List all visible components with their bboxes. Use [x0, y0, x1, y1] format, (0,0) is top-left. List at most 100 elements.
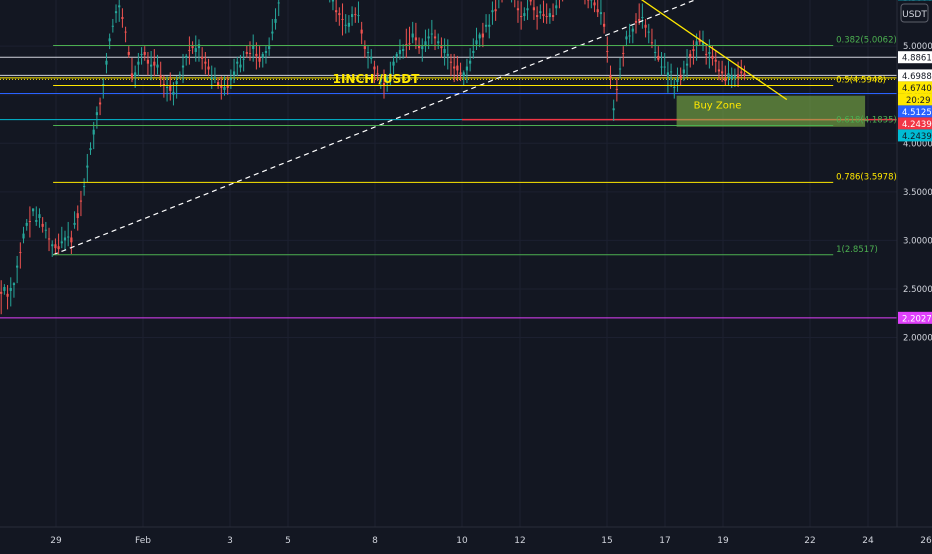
candle-body	[204, 62, 206, 64]
candle-body	[495, 9, 497, 11]
candle-body	[99, 102, 101, 104]
candle-body	[453, 67, 455, 69]
candle-body	[549, 13, 551, 17]
candle-body	[616, 89, 618, 90]
candle-body	[743, 73, 745, 75]
candle-body	[727, 73, 729, 77]
candle-body	[718, 69, 720, 71]
candle-body	[249, 53, 251, 54]
candle-body	[488, 25, 490, 27]
candle-body	[542, 14, 544, 16]
candle-body	[654, 52, 656, 53]
candle-body	[160, 75, 162, 77]
candle-body	[434, 36, 436, 38]
price-label-text: 4.6740	[902, 84, 932, 94]
time-tick-label: 15	[601, 536, 612, 546]
currency-label: USDT	[902, 10, 927, 20]
candle-body	[354, 14, 356, 15]
candle-body	[140, 54, 142, 55]
candle-body	[332, 0, 334, 1]
candle-body	[35, 220, 37, 222]
candle-body	[45, 230, 47, 231]
candle-body	[613, 108, 615, 110]
candle-body	[77, 213, 79, 218]
candle-body	[233, 71, 235, 75]
candle-body	[715, 60, 717, 62]
price-label: 4.6988	[898, 69, 932, 82]
candle-body	[597, 9, 599, 12]
candle-body	[546, 16, 548, 17]
candle-body	[144, 52, 146, 55]
time-tick-label: 17	[659, 536, 670, 546]
candle-body	[54, 244, 56, 248]
candle-body	[29, 221, 31, 222]
candle-body	[265, 51, 267, 53]
price-tick-label: 2.0000	[903, 334, 932, 344]
candle-body	[121, 17, 123, 19]
price-label: 4.2439	[898, 117, 932, 129]
price-label: 2.2027	[898, 312, 932, 325]
candle-body	[201, 57, 203, 59]
candle-body	[622, 53, 624, 54]
candle-body	[172, 92, 174, 95]
time-tick-label: 10	[456, 536, 468, 546]
candle-body	[731, 75, 733, 79]
candle-body	[150, 65, 152, 67]
candle-body	[408, 43, 410, 44]
candle-body	[447, 54, 449, 56]
time-tick-label: Feb	[135, 536, 151, 546]
price-label: 4.5125	[898, 105, 932, 118]
candle-body	[491, 10, 493, 12]
candle-body	[147, 60, 149, 64]
candle-body	[737, 74, 739, 77]
candle-body	[412, 34, 414, 38]
price-label-text: 5.5333	[902, 0, 932, 1]
candle-body	[341, 19, 343, 20]
candle-body	[609, 75, 611, 77]
candle-body	[214, 77, 216, 78]
price-label: 4.2439	[898, 129, 932, 142]
candle-body	[444, 49, 446, 53]
candle-body	[402, 49, 404, 51]
candle-body	[348, 23, 350, 27]
candle-body	[338, 13, 340, 15]
candle-body	[724, 78, 726, 81]
candle-body	[351, 14, 353, 17]
candle-body	[112, 26, 114, 27]
time-tick-label: 5	[285, 536, 291, 546]
candle-body	[163, 84, 165, 85]
candle-body	[262, 54, 264, 58]
candle-body	[93, 130, 95, 135]
candle-body	[223, 87, 225, 90]
fib-level-label: 0.618(4.1835)	[836, 115, 897, 125]
candle-body	[48, 238, 50, 239]
candle-body	[676, 79, 678, 82]
candle-body	[683, 69, 685, 73]
candle-body	[191, 46, 193, 48]
candle-body	[536, 15, 538, 17]
currency-button[interactable]: USDT	[901, 4, 928, 22]
candle-body	[587, 0, 589, 1]
candle-body	[73, 223, 75, 225]
price-label: 5.5333	[898, 0, 932, 1]
candle-body	[437, 41, 439, 43]
candle-body	[89, 148, 91, 150]
candle-body	[396, 54, 398, 57]
candle-body	[3, 287, 5, 291]
candle-body	[125, 32, 127, 33]
candle-body	[689, 54, 691, 57]
candle-body	[109, 38, 111, 41]
candle-body	[42, 224, 44, 227]
candle-body	[721, 71, 723, 73]
candle-body	[115, 11, 117, 13]
candle-body	[530, 0, 532, 1]
candle-body	[459, 72, 461, 74]
candle-body	[335, 10, 337, 12]
candle-body	[373, 67, 375, 70]
candle-body	[271, 32, 273, 34]
price-label-text: 4.2439	[902, 132, 932, 142]
candle-body	[64, 237, 66, 240]
